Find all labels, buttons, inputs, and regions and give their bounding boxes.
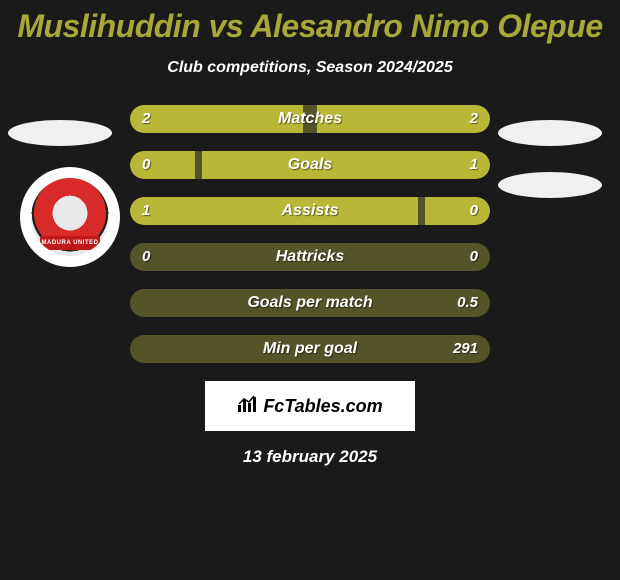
badge-graphic: MADURA UNITED [31,178,109,256]
player1-club-badge: MADURA UNITED [20,167,120,267]
stat-row: Min per goal291 [130,335,490,363]
player-shadow-ellipse [498,172,602,198]
badge-label: MADURA UNITED [40,236,100,250]
stats-list: Matches22Goals01Assists10Hattricks00Goal… [130,105,490,363]
stat-value-left: 0 [142,243,150,271]
stat-value-right: 2 [470,105,478,133]
stat-label: Assists [130,197,490,225]
stat-value-right: 0 [470,197,478,225]
date-label: 13 february 2025 [0,447,620,467]
stat-row: Matches2 2 [130,105,490,133]
stat-label: Goals per match [130,289,490,317]
chart-icon [237,395,257,418]
comparison-title: Muslihuddin vs Alesandro Nimo Olepue [0,0,620,45]
stat-label: Goals [130,151,490,179]
season-subtitle: Club competitions, Season 2024/2025 [0,59,620,77]
source-label: FcTables.com [263,396,382,417]
stat-value-right: 1 [470,151,478,179]
stat-label: Hattricks [130,243,490,271]
stat-value-left: 1 [142,197,150,225]
stat-value-right: 291 [453,335,478,363]
player-shadow-ellipse [8,120,112,146]
stat-label: Min per goal [130,335,490,363]
stat-value-right: 0 [470,243,478,271]
content-area: MADURA UNITED Matches22Goals01Assists10H… [0,105,620,467]
stat-row: Goals0 1 [130,151,490,179]
source-footer: FcTables.com [205,381,415,431]
stat-value-right: 0.5 [457,289,478,317]
stat-row: Assists1 0 [130,197,490,225]
stat-label: Matches [130,105,490,133]
stat-row: Goals per match0.5 [130,289,490,317]
stat-value-left: 2 [142,105,150,133]
stat-row: Hattricks0 0 [130,243,490,271]
player-shadow-ellipse [498,120,602,146]
stat-value-left: 0 [142,151,150,179]
